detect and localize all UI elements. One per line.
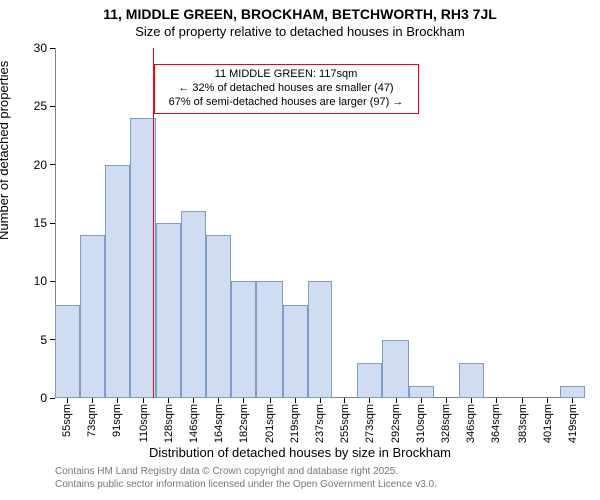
- annotation-box: 11 MIDDLE GREEN: 117sqm← 32% of detached…: [154, 64, 419, 113]
- histogram-bar: [283, 305, 308, 398]
- x-tick-label: 419sqm: [567, 404, 579, 443]
- histogram-bar: [231, 281, 256, 398]
- histogram-bar: [55, 305, 80, 398]
- x-tick-label: 364sqm: [490, 404, 502, 443]
- plot-area: 05101520253055sqm73sqm91sqm110sqm128sqm1…: [55, 48, 585, 398]
- chart-container: 11, MIDDLE GREEN, BROCKHAM, BETCHWORTH, …: [0, 0, 600, 500]
- x-tick-mark: [344, 398, 345, 403]
- footer-line-1: Contains HM Land Registry data © Crown c…: [55, 465, 437, 478]
- x-tick-mark: [446, 398, 447, 403]
- x-tick-mark: [421, 398, 422, 403]
- x-tick-mark: [67, 398, 68, 403]
- x-tick-mark: [117, 398, 118, 403]
- x-tick-label: 128sqm: [163, 404, 175, 443]
- x-tick-mark: [320, 398, 321, 403]
- x-tick-mark: [496, 398, 497, 403]
- x-tick-label: 164sqm: [213, 404, 225, 443]
- x-tick-label: 328sqm: [440, 404, 452, 443]
- y-tick-label: 0: [40, 391, 47, 405]
- title-line-1: 11, MIDDLE GREEN, BROCKHAM, BETCHWORTH, …: [0, 6, 600, 22]
- histogram-bar: [256, 281, 282, 398]
- x-tick-mark: [193, 398, 194, 403]
- histogram-bar: [382, 340, 408, 398]
- x-tick-mark: [295, 398, 296, 403]
- annotation-line: ← 32% of detached houses are smaller (47…: [161, 82, 412, 96]
- x-tick-label: 182sqm: [238, 404, 250, 443]
- x-tick-label: 146sqm: [188, 404, 200, 443]
- x-axis-label: Distribution of detached houses by size …: [0, 445, 600, 460]
- histogram-bar: [80, 235, 105, 398]
- histogram-bar: [357, 363, 382, 398]
- y-tick-label: 20: [34, 158, 47, 172]
- histogram-bar: [560, 386, 585, 398]
- x-tick-mark: [547, 398, 548, 403]
- x-tick-mark: [168, 398, 169, 403]
- y-tick-label: 15: [34, 216, 47, 230]
- x-tick-label: 237sqm: [314, 404, 326, 443]
- y-tick-mark: [50, 48, 55, 49]
- x-tick-mark: [143, 398, 144, 403]
- x-tick-label: 383sqm: [517, 404, 529, 443]
- y-tick-mark: [50, 281, 55, 282]
- x-tick-mark: [471, 398, 472, 403]
- x-tick-label: 310sqm: [415, 404, 427, 443]
- x-tick-mark: [369, 398, 370, 403]
- y-tick-label: 5: [40, 333, 47, 347]
- histogram-bar: [206, 235, 231, 398]
- y-tick-label: 30: [34, 41, 47, 55]
- x-tick-mark: [270, 398, 271, 403]
- x-tick-mark: [243, 398, 244, 403]
- x-tick-label: 201sqm: [264, 404, 276, 443]
- footer-line-2: Contains public sector information licen…: [55, 478, 437, 491]
- x-tick-label: 346sqm: [465, 404, 477, 443]
- y-tick-label: 25: [34, 99, 47, 113]
- histogram-bar: [156, 223, 181, 398]
- y-tick-mark: [50, 164, 55, 165]
- x-tick-mark: [218, 398, 219, 403]
- x-tick-label: 73sqm: [86, 404, 98, 437]
- x-tick-label: 273sqm: [364, 404, 376, 443]
- x-tick-label: 219sqm: [289, 404, 301, 443]
- annotation-line: 67% of semi-detached houses are larger (…: [161, 96, 412, 110]
- histogram-bar: [105, 165, 130, 398]
- annotation-line: 11 MIDDLE GREEN: 117sqm: [161, 68, 412, 82]
- x-tick-label: 401sqm: [542, 404, 554, 443]
- x-tick-mark: [522, 398, 523, 403]
- histogram-bar: [181, 211, 206, 398]
- histogram-bar: [409, 386, 434, 398]
- x-tick-label: 255sqm: [339, 404, 351, 443]
- histogram-bar: [459, 363, 484, 398]
- y-axis-label: Number of detached properties: [0, 61, 11, 240]
- x-tick-label: 292sqm: [390, 404, 402, 443]
- x-tick-mark: [92, 398, 93, 403]
- x-tick-label: 91sqm: [111, 404, 123, 437]
- x-tick-label: 55sqm: [61, 404, 73, 437]
- x-tick-label: 110sqm: [138, 404, 150, 442]
- y-tick-label: 10: [34, 274, 47, 288]
- histogram-bar: [308, 281, 333, 398]
- x-tick-mark: [572, 398, 573, 403]
- attribution-footer: Contains HM Land Registry data © Crown c…: [55, 465, 437, 491]
- y-tick-mark: [50, 106, 55, 107]
- y-tick-mark: [50, 223, 55, 224]
- title-line-2: Size of property relative to detached ho…: [0, 24, 600, 39]
- x-tick-mark: [396, 398, 397, 403]
